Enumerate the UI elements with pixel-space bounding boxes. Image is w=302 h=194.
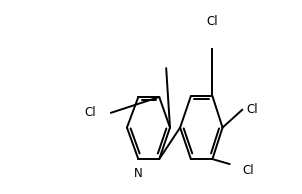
Text: Cl: Cl <box>207 15 218 28</box>
Text: N: N <box>134 167 143 180</box>
Text: Cl: Cl <box>242 165 254 178</box>
Text: Cl: Cl <box>247 103 258 116</box>
Text: Cl: Cl <box>84 106 96 119</box>
